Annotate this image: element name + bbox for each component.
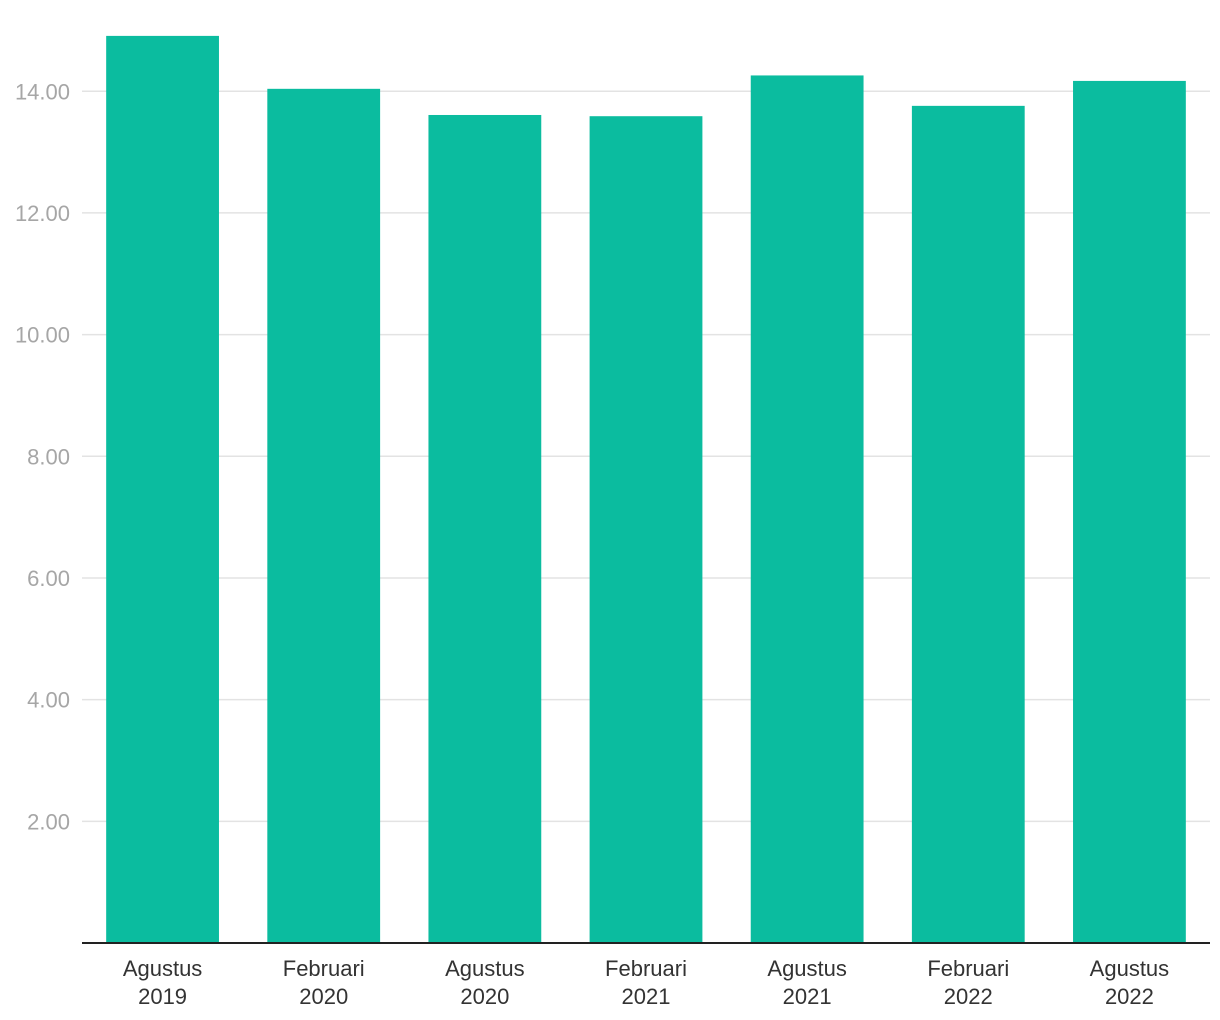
bar xyxy=(750,75,864,943)
bar xyxy=(911,105,1025,943)
bar xyxy=(1073,80,1186,944)
x-tick-label: Agustus 2022 xyxy=(1090,956,1170,1009)
y-tick-label: 8.00 xyxy=(27,444,70,469)
y-tick-label: 4.00 xyxy=(27,688,70,713)
bar xyxy=(589,116,703,944)
x-tick-label: Agustus 2020 xyxy=(445,956,525,1009)
bar xyxy=(106,35,219,944)
bar xyxy=(428,114,542,943)
bar xyxy=(267,88,381,943)
x-tick-label: Agustus 2019 xyxy=(123,956,203,1009)
y-tick-label: 14.00 xyxy=(15,79,70,104)
x-tick-label: Februari 2022 xyxy=(927,956,1009,1009)
bars xyxy=(106,35,1186,944)
y-tick-label: 12.00 xyxy=(15,201,70,226)
y-tick-label: 10.00 xyxy=(15,323,70,348)
x-tick-label: Februari 2021 xyxy=(605,956,687,1009)
x-tick-label: Agustus 2021 xyxy=(767,956,847,1009)
y-axis-tick-labels: 2.00 4.00 6.00 8.00 10.00 12.00 14.00 xyxy=(15,79,70,834)
x-tick-label: Februari 2020 xyxy=(283,956,365,1009)
x-axis-tick-labels: Agustus 2019 Februari 2020 Agustus 2020 Februa… xyxy=(123,956,1169,1009)
y-tick-label: 6.00 xyxy=(27,566,70,591)
y-tick-label: 2.00 xyxy=(27,809,70,834)
